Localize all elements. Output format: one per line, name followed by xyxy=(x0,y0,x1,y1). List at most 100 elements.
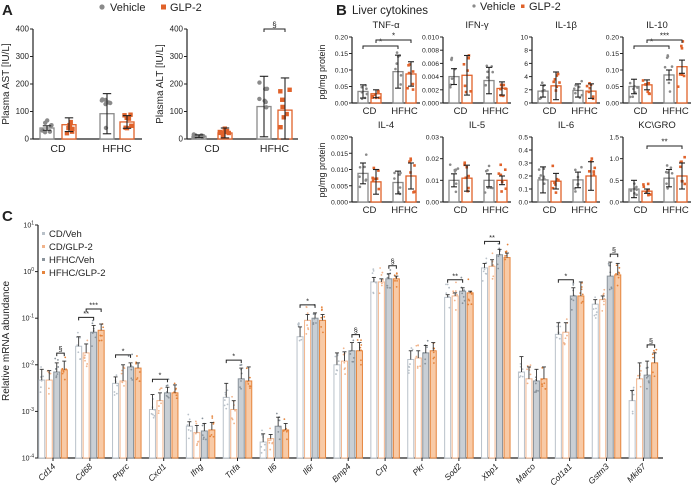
category-label: HFHC xyxy=(482,106,509,117)
data-point xyxy=(99,334,102,337)
data-point xyxy=(411,348,414,351)
data-point xyxy=(631,412,634,415)
significance-label: * xyxy=(392,32,395,41)
data-point xyxy=(201,434,204,437)
bar xyxy=(385,278,393,459)
data-point xyxy=(499,173,503,177)
data-point xyxy=(629,189,633,192)
data-point xyxy=(268,441,271,444)
data-point xyxy=(572,299,575,302)
panel-b-ylabel-row2: pg/mg protein xyxy=(317,142,327,197)
data-point xyxy=(54,357,57,360)
data-point xyxy=(559,325,562,328)
data-point xyxy=(652,356,654,359)
data-point xyxy=(519,371,521,374)
data-point xyxy=(394,279,396,282)
category-label: CD xyxy=(634,205,648,216)
data-point xyxy=(537,389,540,392)
gene-label: Sod2 xyxy=(442,461,463,482)
bar xyxy=(296,336,304,459)
data-point xyxy=(395,285,398,288)
data-point xyxy=(282,430,285,432)
legend-hfhc-veh-label: HFHC/Veh xyxy=(49,255,94,266)
data-point xyxy=(407,63,410,67)
gene-group-mki67: Mki67 § xyxy=(625,336,659,484)
gene-label: Ptprc xyxy=(110,461,132,483)
y-tick-label: 0.10 xyxy=(606,68,619,75)
data-point xyxy=(666,54,670,57)
data-point xyxy=(398,186,402,189)
data-point xyxy=(591,95,595,98)
data-point xyxy=(305,306,308,309)
significance-label: ** xyxy=(452,271,458,280)
data-point xyxy=(79,336,81,339)
category-label: HFHC xyxy=(571,106,598,117)
data-point xyxy=(240,380,242,382)
data-point xyxy=(413,164,416,167)
data-point xyxy=(344,373,347,375)
data-point xyxy=(491,252,494,255)
data-point xyxy=(364,179,368,182)
legend-cd-veh-label: CD/Veh xyxy=(49,229,82,240)
data-point xyxy=(499,83,503,87)
data-point xyxy=(518,376,521,379)
data-point xyxy=(42,375,45,378)
data-point xyxy=(592,170,596,173)
bar xyxy=(355,350,363,459)
data-point xyxy=(305,333,308,335)
data-point xyxy=(572,284,575,286)
significance-label: * xyxy=(379,38,382,47)
significance-label: § xyxy=(649,336,653,345)
data-point xyxy=(175,397,178,400)
category-label: CD xyxy=(50,143,66,155)
data-point xyxy=(269,439,272,441)
data-point xyxy=(556,72,560,76)
data-point xyxy=(379,267,382,269)
category-label: HFHC xyxy=(391,205,418,216)
legend-vehicle-marker xyxy=(99,4,105,10)
data-point xyxy=(115,392,118,395)
data-point xyxy=(263,449,266,451)
bar xyxy=(496,254,504,459)
data-point xyxy=(574,168,577,172)
data-point xyxy=(646,375,649,378)
data-point xyxy=(70,126,75,132)
data-point xyxy=(335,373,337,375)
data-point xyxy=(555,85,559,88)
bar xyxy=(333,364,341,459)
data-point xyxy=(395,62,399,65)
data-point xyxy=(39,386,42,389)
data-point xyxy=(261,429,263,432)
legend-hfhc-veh-marker xyxy=(42,258,45,261)
data-point xyxy=(636,86,639,89)
y-tick-label: 400 xyxy=(170,25,184,34)
bar xyxy=(90,331,98,459)
legend-b-glp2-label: GLP-2 xyxy=(529,1,561,13)
legend-glp2-marker xyxy=(161,4,166,10)
data-point xyxy=(632,388,635,391)
data-point xyxy=(62,370,65,373)
data-point xyxy=(281,115,286,120)
data-point xyxy=(617,276,620,279)
data-point xyxy=(262,98,267,103)
data-point xyxy=(381,279,384,281)
significance-bracket xyxy=(484,240,501,245)
data-point xyxy=(448,286,450,289)
data-point xyxy=(499,163,503,167)
data-point xyxy=(462,62,466,66)
data-point xyxy=(557,178,560,182)
data-point xyxy=(464,90,468,94)
data-point xyxy=(372,269,375,272)
data-point xyxy=(45,118,50,123)
bar xyxy=(606,275,614,459)
data-point xyxy=(371,272,374,275)
data-point xyxy=(506,243,509,246)
significance-bracket xyxy=(447,279,464,283)
significance-bracket xyxy=(56,352,65,357)
data-point xyxy=(349,353,352,355)
data-point xyxy=(306,312,309,315)
data-point xyxy=(411,88,415,91)
data-point xyxy=(245,367,248,370)
data-point xyxy=(665,164,669,167)
data-point xyxy=(268,439,270,442)
